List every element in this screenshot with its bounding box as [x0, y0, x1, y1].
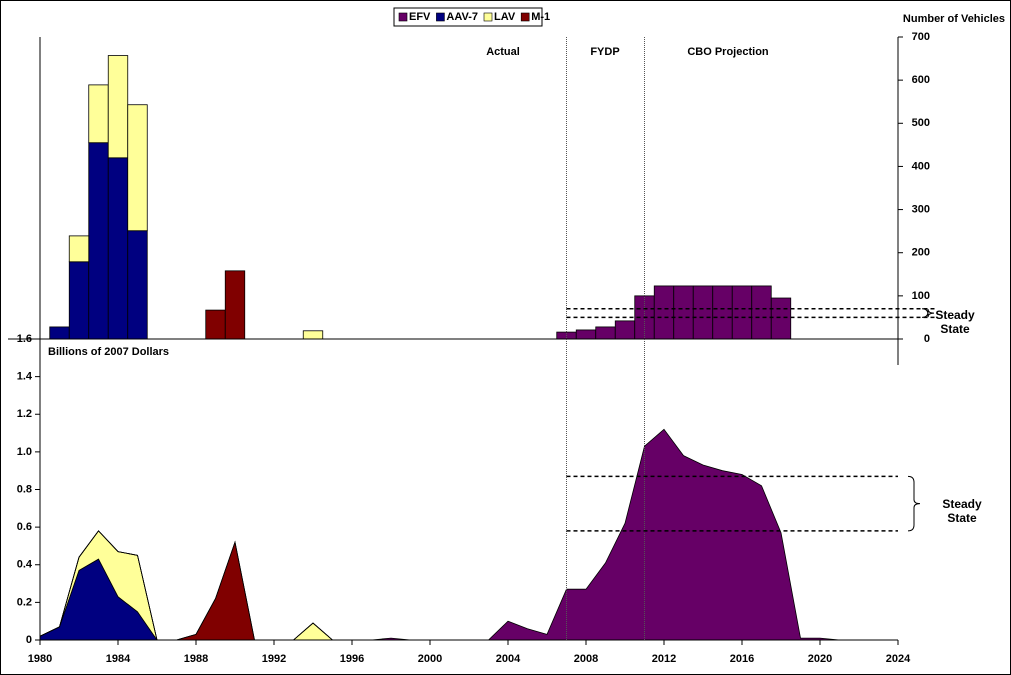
- x-tick-label: 2024: [886, 653, 911, 665]
- y2-tick-label: 500: [912, 117, 930, 129]
- bar: [653, 285, 675, 340]
- y-tick-label: 1.6: [17, 333, 32, 345]
- y2-axis-title: Number of Vehicles: [903, 13, 1005, 25]
- legend-swatch: [520, 12, 530, 22]
- bar: [595, 326, 616, 340]
- x-tick-label: 2000: [418, 653, 442, 665]
- x-tick-label: 2004: [496, 653, 521, 665]
- bar: [770, 297, 792, 340]
- legend-label: LAV: [494, 11, 516, 23]
- brace: [921, 308, 935, 318]
- legend-swatch: [436, 12, 445, 22]
- y2-tick-label: 300: [912, 203, 930, 215]
- brace: [907, 475, 921, 532]
- x-tick-label: 1996: [340, 653, 364, 665]
- bar: [107, 55, 129, 159]
- y2-tick-label: 700: [912, 31, 930, 43]
- legend-swatch: [398, 12, 408, 22]
- x-tick-label: 1992: [262, 653, 286, 665]
- y2-tick-label: 400: [912, 160, 930, 172]
- y-tick-label: 0.6: [17, 521, 32, 533]
- y2-tick-label: 0: [924, 333, 930, 345]
- bar: [575, 329, 597, 340]
- x-tick-label: 1980: [28, 653, 52, 665]
- bar: [49, 326, 70, 340]
- y-tick-label: 1.2: [17, 408, 32, 420]
- bar: [68, 235, 90, 263]
- annotation: Actual: [486, 46, 520, 58]
- x-tick-label: 2016: [730, 653, 754, 665]
- legend-box: [393, 7, 543, 27]
- area: [39, 428, 879, 641]
- bar: [88, 142, 109, 340]
- y2-tick-label: 600: [912, 74, 930, 86]
- y-tick-label: 0.8: [17, 483, 32, 495]
- bar: [712, 285, 733, 340]
- bar: [205, 309, 226, 340]
- bar: [302, 330, 324, 340]
- y-tick-label: 0.2: [17, 596, 32, 608]
- x-tick-label: 2020: [808, 653, 832, 665]
- bar: [68, 261, 90, 340]
- bar: [127, 104, 148, 232]
- annotation: CBO Projection: [687, 46, 769, 58]
- bar: [107, 157, 129, 340]
- bar: [751, 285, 772, 340]
- legend-label: EFV: [409, 11, 431, 23]
- legend-label: AAV-7: [446, 11, 478, 23]
- y2-tick-label: 100: [912, 290, 930, 302]
- bar: [673, 285, 694, 340]
- y-tick-label: 1.0: [17, 446, 32, 458]
- legend-swatch: [483, 12, 493, 22]
- y2-tick-label: 200: [912, 247, 930, 259]
- steady-state-label: Steady State: [942, 497, 982, 525]
- steady-state-label: Steady State: [935, 308, 975, 336]
- bar: [692, 285, 714, 340]
- x-tick-label: 1984: [106, 653, 131, 665]
- bar: [127, 230, 148, 340]
- bar: [88, 84, 109, 144]
- annotation: FYDP: [590, 46, 619, 58]
- bar: [731, 285, 753, 340]
- y-tick-label: 0.4: [17, 559, 33, 571]
- bar: [224, 270, 246, 340]
- x-tick-label: 2012: [652, 653, 676, 665]
- bar: [614, 320, 636, 340]
- y-tick-label: 1.4: [17, 371, 33, 383]
- x-tick-label: 1988: [184, 653, 208, 665]
- y-axis-title: Billions of 2007 Dollars: [48, 346, 169, 358]
- legend-label: M-1: [531, 11, 550, 23]
- x-tick-label: 2008: [574, 653, 598, 665]
- y-tick-label: 0: [26, 634, 32, 646]
